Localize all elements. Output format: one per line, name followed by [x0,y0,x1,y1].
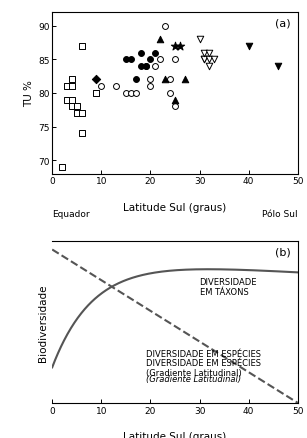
Point [128,57,133,64]
Point [79,110,84,117]
Point [69,104,74,111]
Point [138,64,143,71]
Point [138,50,143,57]
Point [133,90,138,97]
Point [177,43,182,50]
Point [168,77,173,84]
Point [163,77,168,84]
Point [60,164,64,171]
Point [207,64,212,71]
Point [202,57,207,64]
Point [123,90,128,97]
Point [94,90,99,97]
Point [158,57,163,64]
Point [79,131,84,138]
Point [64,97,69,104]
Point [123,57,128,64]
Text: DIVERSIDADE EM ESPÉCIES: DIVERSIDADE EM ESPÉCIES [146,349,261,358]
Point [182,77,187,84]
Point [64,84,69,91]
Point [276,64,281,71]
Point [173,97,177,104]
Point [143,64,148,71]
Point [202,50,207,57]
Point [158,36,163,43]
Text: (Gradiente Latitudinal): (Gradiente Latitudinal) [146,374,241,383]
Point [212,57,217,64]
Point [197,36,202,43]
Y-axis label: Biodiversidade: Biodiversidade [38,284,48,361]
Point [153,64,158,71]
Point [173,104,177,111]
Point [143,64,148,71]
Point [69,77,74,84]
Point [173,57,177,64]
Text: (a): (a) [275,18,290,28]
Point [207,50,212,57]
Text: DIVERSIDADE EM ESPÉCIES
(Gradiente Latitudinal): DIVERSIDADE EM ESPÉCIES (Gradiente Latit… [146,358,261,377]
Text: Equador: Equador [52,210,90,219]
Point [79,43,84,50]
Point [202,57,207,64]
Point [69,97,74,104]
Point [148,84,153,91]
Point [148,57,153,64]
Point [163,23,168,30]
Text: (b): (b) [275,247,290,257]
Point [168,90,173,97]
Y-axis label: TU %: TU % [24,80,34,107]
X-axis label: Latitude Sul (graus): Latitude Sul (graus) [123,203,227,212]
Point [69,84,74,91]
X-axis label: Latitude Sul (graus): Latitude Sul (graus) [123,431,227,438]
Point [99,84,104,91]
Point [114,84,119,91]
Point [74,110,79,117]
Point [128,90,133,97]
Point [173,43,177,50]
Text: DIVERSIDADE
EM TÁXONS: DIVERSIDADE EM TÁXONS [200,277,257,297]
Point [153,50,158,57]
Point [246,43,251,50]
Point [133,77,138,84]
Point [207,57,212,64]
Point [74,104,79,111]
Point [94,77,99,84]
Point [148,77,153,84]
Text: Pólo Sul: Pólo Sul [262,210,298,219]
